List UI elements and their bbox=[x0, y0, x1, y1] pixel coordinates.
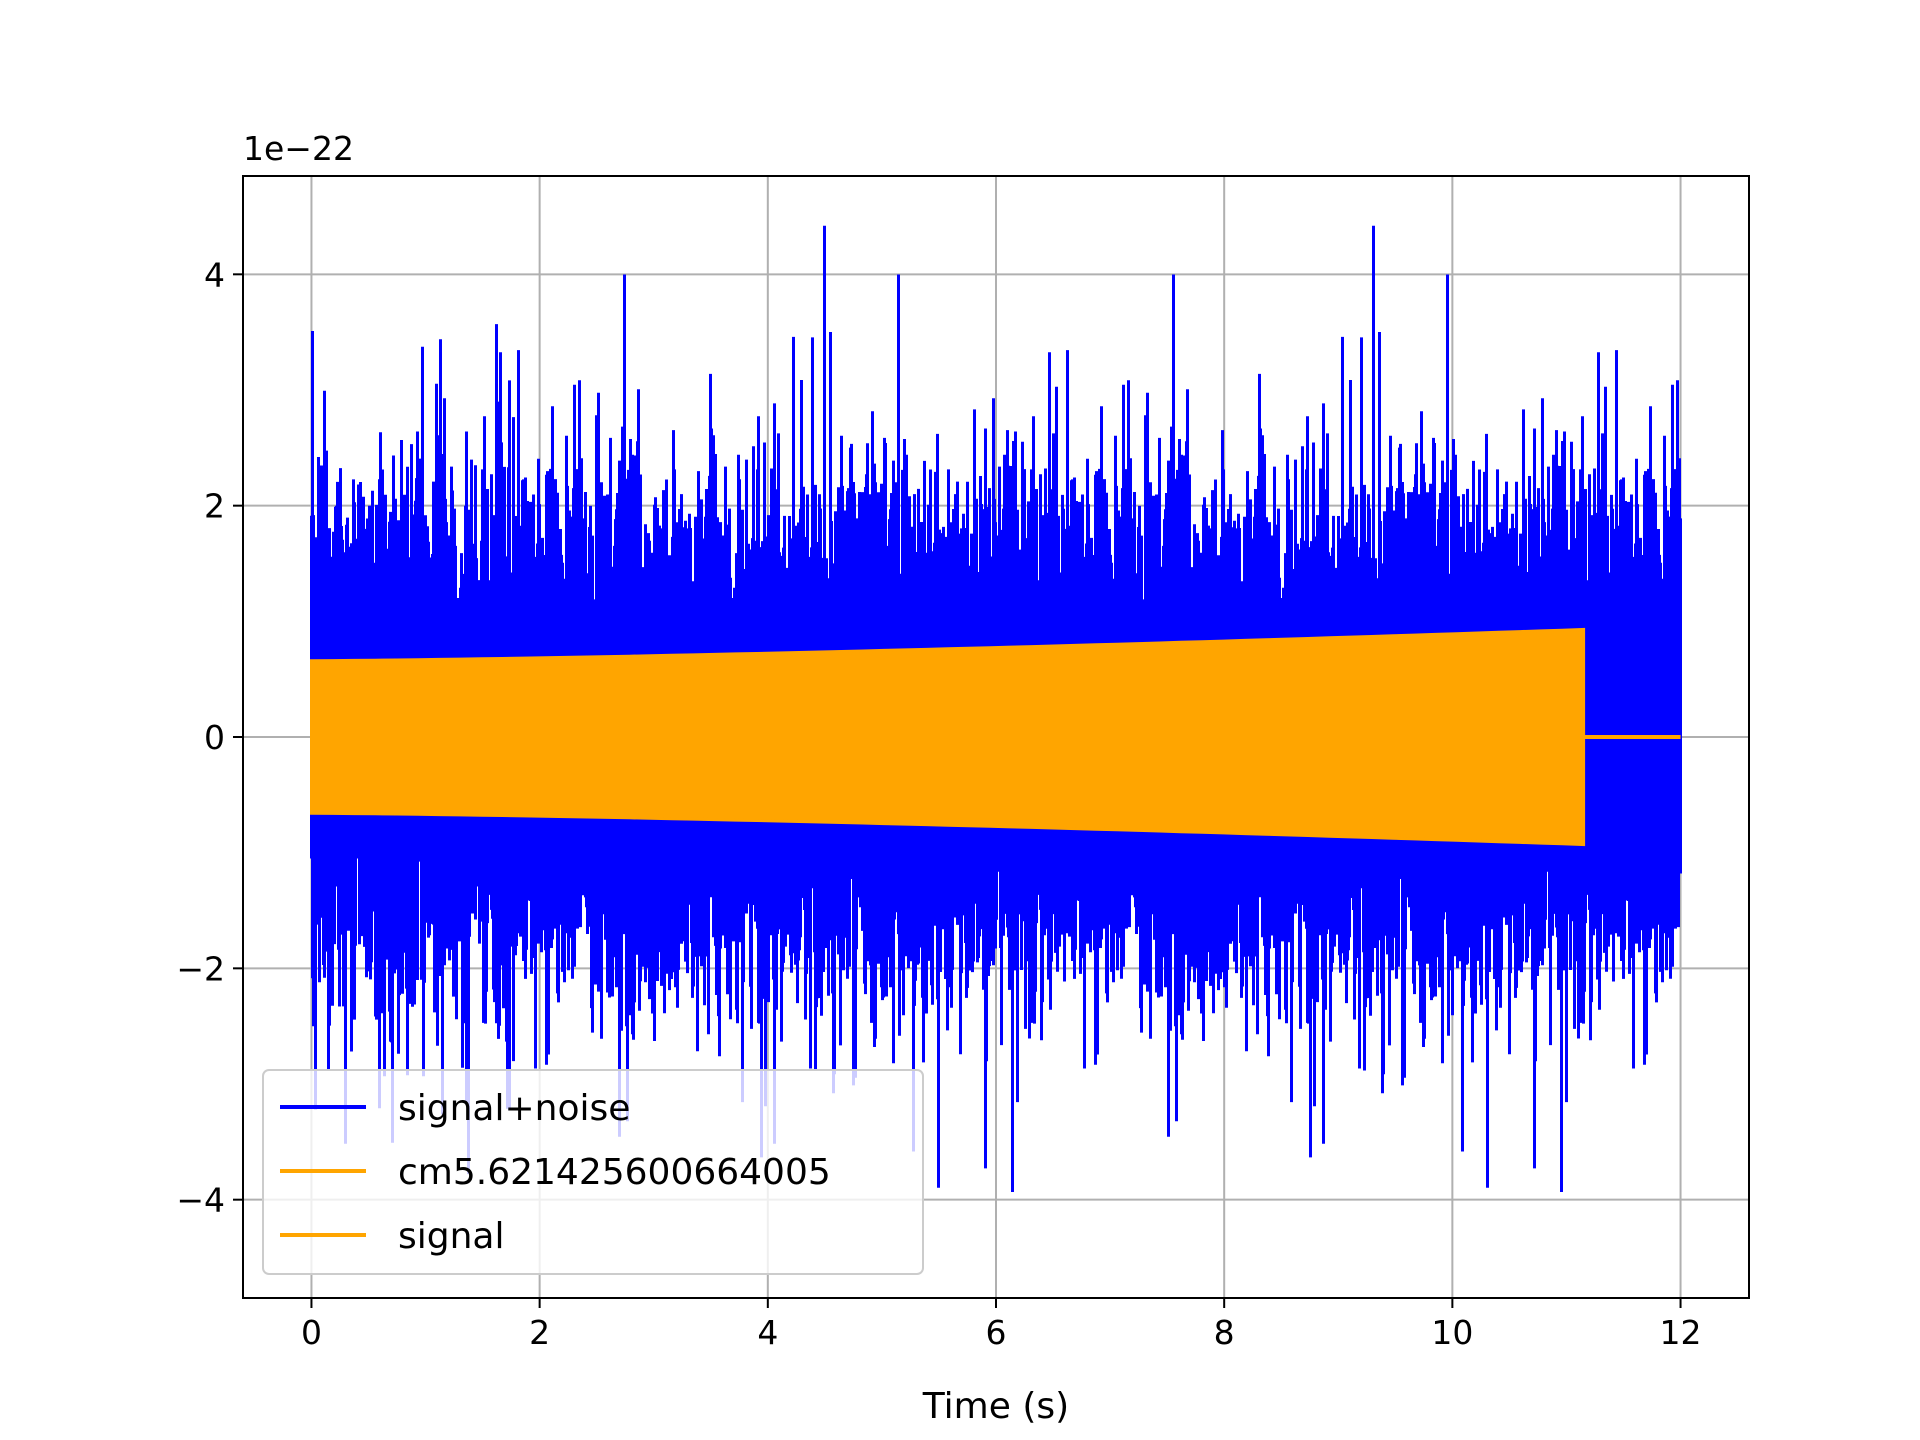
legend-label-cm: cm5.621425600664005 bbox=[398, 1152, 831, 1193]
x-tick-label-1: 2 bbox=[529, 1313, 550, 1352]
y-tick-label-1: −2 bbox=[176, 949, 225, 988]
x-tick-label-3: 6 bbox=[986, 1313, 1007, 1352]
y-tick-label-2: 0 bbox=[204, 718, 225, 757]
y-offset-text: 1e−22 bbox=[243, 129, 354, 168]
legend-box bbox=[262, 1069, 924, 1275]
signal-series bbox=[310, 627, 1681, 847]
x-tick-label-0: 0 bbox=[301, 1313, 322, 1352]
x-tick-label-4: 8 bbox=[1214, 1313, 1235, 1352]
x-tick-label-5: 10 bbox=[1431, 1313, 1473, 1352]
signal-envelope bbox=[310, 627, 1586, 847]
y-tick-label-3: 2 bbox=[204, 487, 225, 526]
x-tick-label-6: 12 bbox=[1660, 1313, 1702, 1352]
axis-ticks: 0 2 4 6 8 10 12 −4 −2 0 2 4 bbox=[176, 255, 1701, 1352]
y-tick-label-0: −4 bbox=[176, 1181, 225, 1220]
legend-label-signal-noise: signal+noise bbox=[398, 1088, 630, 1129]
legend: signal+noise cm5.621425600664005 signal bbox=[262, 1069, 924, 1275]
y-tick-label-4: 4 bbox=[204, 255, 225, 294]
x-axis-label: Time (s) bbox=[922, 1386, 1069, 1427]
legend-label-signal: signal bbox=[398, 1216, 505, 1257]
x-tick-label-2: 4 bbox=[757, 1313, 778, 1352]
